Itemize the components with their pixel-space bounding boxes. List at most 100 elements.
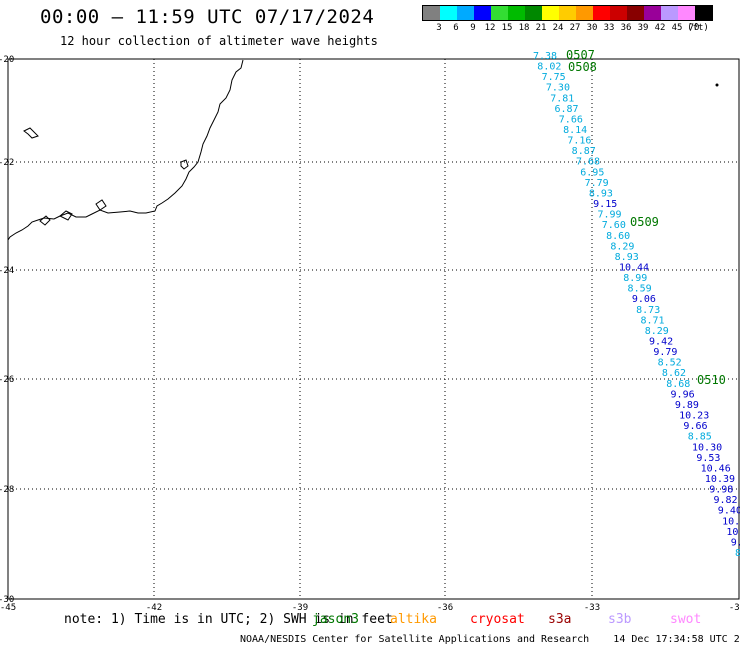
legend-labels: 3 6 9 12 15 18 21 24 27 30 33 36 39 42 45 70 (ft) xyxy=(422,21,713,35)
wave-height-label: 7.75 xyxy=(542,72,566,83)
legend-label: 30 xyxy=(586,23,598,33)
axis-labels: -20-22-24-26-28-30-45-42-39-36-33-30 xyxy=(0,55,740,613)
legend-swatch xyxy=(423,6,440,20)
wave-height-label: 8.62 xyxy=(662,368,686,379)
satellite-label: s3a xyxy=(548,612,572,627)
lon-label: -39 xyxy=(292,603,308,613)
graticule xyxy=(7,58,740,600)
wave-height-label: 10.8 xyxy=(726,527,740,538)
legend-swatch xyxy=(678,6,695,20)
coastline xyxy=(7,59,244,241)
legend-label: 12 xyxy=(484,23,496,33)
legend-label: 70 xyxy=(688,23,700,33)
legend-label: 24 xyxy=(552,23,564,33)
wave-height-label: 9. xyxy=(731,537,740,548)
wave-height-label: 9.96 xyxy=(671,389,695,400)
wave-height-label: 6.95 xyxy=(580,167,604,178)
legend-label: 9 xyxy=(470,23,476,33)
island-shape xyxy=(95,199,107,211)
legend-swatch xyxy=(474,6,491,20)
wave-height-label: 8.29 xyxy=(610,241,634,252)
wave-height-label: 8.29 xyxy=(645,326,669,337)
legend-swatch xyxy=(576,6,593,20)
wave-height-label: 9.89 xyxy=(675,400,699,411)
wave-height-label: 7.68 xyxy=(576,157,600,168)
lon-label: -36 xyxy=(437,603,453,613)
wave-height-label: 9.53 xyxy=(696,453,720,464)
lat-label: -28 xyxy=(0,485,14,495)
wave-height-label: 9.42 xyxy=(649,337,673,348)
credit-line: NOAA/NESDIS Center for Satellite Applica… xyxy=(240,634,740,645)
wave-height-label: 7.66 xyxy=(559,114,583,125)
wave-height-label: 7.60 xyxy=(602,220,626,231)
legend-swatch xyxy=(593,6,610,20)
color-legend: 3 6 9 12 15 18 21 24 27 30 33 36 39 42 45 70 (ft) xyxy=(422,5,713,35)
legend-swatch xyxy=(644,6,661,20)
legend-label: 18 xyxy=(518,23,530,33)
island-dot xyxy=(715,83,719,87)
island-shape xyxy=(59,210,73,221)
lat-label: -30 xyxy=(0,595,14,605)
wave-height-label: 10.46 xyxy=(701,463,731,474)
legend-label: 33 xyxy=(603,23,615,33)
wave-height-label: 6.87 xyxy=(554,104,578,115)
satellite-label: altika xyxy=(390,612,437,627)
legend-label: 42 xyxy=(654,23,666,33)
footer-note: note: 1) Time is in UTC; 2) SWH is in fe… xyxy=(64,612,393,627)
wave-height-label: 7.79 xyxy=(585,178,609,189)
wave-height-label: 8.99 xyxy=(623,273,647,284)
altimeter-track: 7.388.027.757.307.816.877.668.147.168.87… xyxy=(533,51,740,559)
wave-height-label: 8.73 xyxy=(636,305,660,316)
wave-height-label: 8.52 xyxy=(658,358,682,369)
wave-height-label: 10.44 xyxy=(619,262,649,273)
wave-height-label: 10.8 xyxy=(722,516,740,527)
legend-label: 27 xyxy=(569,23,581,33)
wave-height-label: 7.38 xyxy=(533,51,557,62)
wave-height-label: 10.30 xyxy=(692,442,722,453)
wave-height-label: 8.14 xyxy=(563,125,587,136)
wave-height-label: 10.23 xyxy=(679,411,709,422)
lon-label: -42 xyxy=(146,603,162,613)
legend-swatches xyxy=(422,5,713,21)
pass-label: 0510 xyxy=(697,373,726,387)
wave-height-label: 8.71 xyxy=(640,315,664,326)
wave-height-label: 8.59 xyxy=(628,284,652,295)
legend-swatch xyxy=(440,6,457,20)
credit-timestamp: 14 Dec 17:34:58 UTC 2024 xyxy=(613,634,740,645)
wave-height-label: 8.93 xyxy=(615,252,639,263)
legend-label: 6 xyxy=(453,23,459,33)
legend-swatch xyxy=(491,6,508,20)
plot-frame xyxy=(7,58,740,600)
wave-height-label: 8.93 xyxy=(589,188,613,199)
credit-text: NOAA/NESDIS Center for Satellite Applica… xyxy=(240,634,590,645)
wave-height-label: 8.87 xyxy=(572,146,596,157)
wave-height-label: 9.66 xyxy=(683,421,707,432)
lon-label: -33 xyxy=(584,603,600,613)
wave-height-label: 8.85 xyxy=(688,432,712,443)
map-title: 00:00 – 11:59 UTC 07/17/2024 xyxy=(40,6,375,28)
island-shape xyxy=(39,215,51,226)
legend-label: (ft) xyxy=(687,23,709,33)
wave-height-label: 9.79 xyxy=(653,347,677,358)
wave-height-label: 7.81 xyxy=(550,93,574,104)
satellite-label: jason3 xyxy=(312,612,359,627)
legend-swatch xyxy=(457,6,474,20)
legend-label: 45 xyxy=(671,23,683,33)
legend-swatch xyxy=(559,6,576,20)
wave-height-label: 9.06 xyxy=(632,294,656,305)
satellite-label: s3b xyxy=(608,612,632,627)
legend-swatch xyxy=(627,6,644,20)
island-shape xyxy=(180,159,189,170)
wave-height-label: 10.39 xyxy=(705,474,735,485)
legend-label: 3 xyxy=(436,23,442,33)
legend-swatch xyxy=(695,6,712,20)
map-subtitle: 12 hour collection of altimeter wave hei… xyxy=(60,34,378,48)
lon-label: -45 xyxy=(0,603,16,613)
wave-height-label: 8.02 xyxy=(537,62,561,73)
satellite-label: cryosat xyxy=(470,612,525,627)
wave-height-label: 7.99 xyxy=(597,210,621,221)
wave-height-label: 7.16 xyxy=(567,136,591,147)
lat-label: -20 xyxy=(0,55,14,65)
